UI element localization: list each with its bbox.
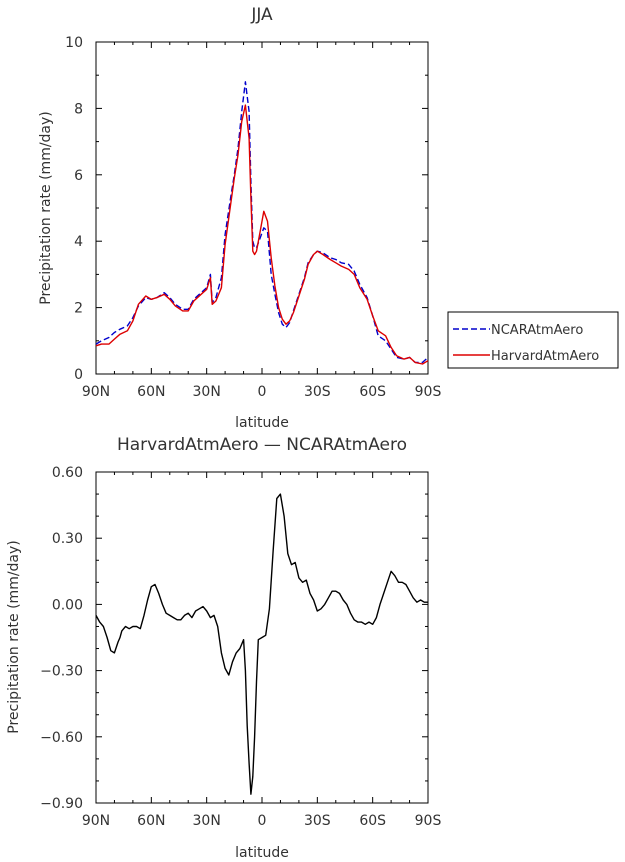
bottom-panel-series xyxy=(95,493,428,795)
x-tick-label: 90S xyxy=(415,384,442,400)
y-tick-label: 0.00 xyxy=(52,597,83,613)
legend-label: NCARAtmAero xyxy=(491,323,583,338)
bottom-panel-y-axis: 0.60 0.30 0.00 −0.30 −0.60 −0.90 xyxy=(40,465,428,812)
bottom-panel-x-axis-label: latitude xyxy=(235,845,289,861)
x-tick-label: 30N xyxy=(193,813,221,829)
top-panel-x-axis-label: latitude xyxy=(235,415,289,431)
series-line-0 xyxy=(95,493,428,795)
y-tick-label: 10 xyxy=(65,35,83,51)
x-tick-label: 60S xyxy=(359,384,386,400)
y-tick-label: −0.60 xyxy=(40,730,83,746)
top-panel-x-axis: 90N 60N 30N 0 30S 60S 90S xyxy=(82,42,442,400)
top-panel-legend: NCARAtmAero HarvardAtmAero xyxy=(447,311,619,369)
y-tick-label: 6 xyxy=(74,168,83,184)
top-panel-title: JJA xyxy=(250,5,273,25)
x-tick-label: 0 xyxy=(258,813,267,829)
top-panel-y-axis-label: Precipitation rate (mm/day) xyxy=(38,111,54,305)
x-tick-label: 90N xyxy=(82,813,110,829)
x-tick-label: 90S xyxy=(415,813,442,829)
x-tick-label: 30S xyxy=(304,813,331,829)
y-tick-label: 8 xyxy=(74,101,83,117)
y-tick-label: 0 xyxy=(74,367,83,383)
series-line-1 xyxy=(95,104,429,365)
top-panel-y-axis: 0 2 4 6 8 10 xyxy=(65,35,428,383)
y-tick-label: −0.90 xyxy=(40,796,83,812)
y-tick-label: 0.60 xyxy=(52,465,83,481)
x-tick-label: 30N xyxy=(193,384,221,400)
x-tick-label: 0 xyxy=(258,384,267,400)
legend-label: HarvardAtmAero xyxy=(491,349,599,364)
y-tick-label: 2 xyxy=(74,301,83,317)
y-tick-label: 4 xyxy=(74,234,83,250)
bottom-panel-y-axis-label: Precipitation rate (mm/day) xyxy=(6,540,22,734)
bottom-panel-title: HarvardAtmAero — NCARAtmAero xyxy=(117,435,407,455)
bottom-panel-x-axis: 90N 60N 30N 0 30S 60S 90S xyxy=(82,472,442,829)
legend-box xyxy=(447,311,619,369)
x-tick-label: 30S xyxy=(304,384,331,400)
x-tick-label: 60S xyxy=(359,813,386,829)
x-tick-label: 60N xyxy=(137,813,165,829)
x-tick-label: 60N xyxy=(137,384,165,400)
top-panel-series xyxy=(95,81,429,365)
y-tick-label: 0.30 xyxy=(52,531,83,547)
x-tick-label: 90N xyxy=(82,384,110,400)
y-tick-label: −0.30 xyxy=(40,664,83,680)
bottom-panel: HarvardAtmAero — NCARAtmAero 90N 60N 30N 0 3… xyxy=(6,435,441,861)
top-panel: JJA 90N 60N 30N 0 30S 60S 90S 0 2 4 6 8 10 latitude… xyxy=(38,5,619,431)
top-panel-frame xyxy=(95,41,429,375)
